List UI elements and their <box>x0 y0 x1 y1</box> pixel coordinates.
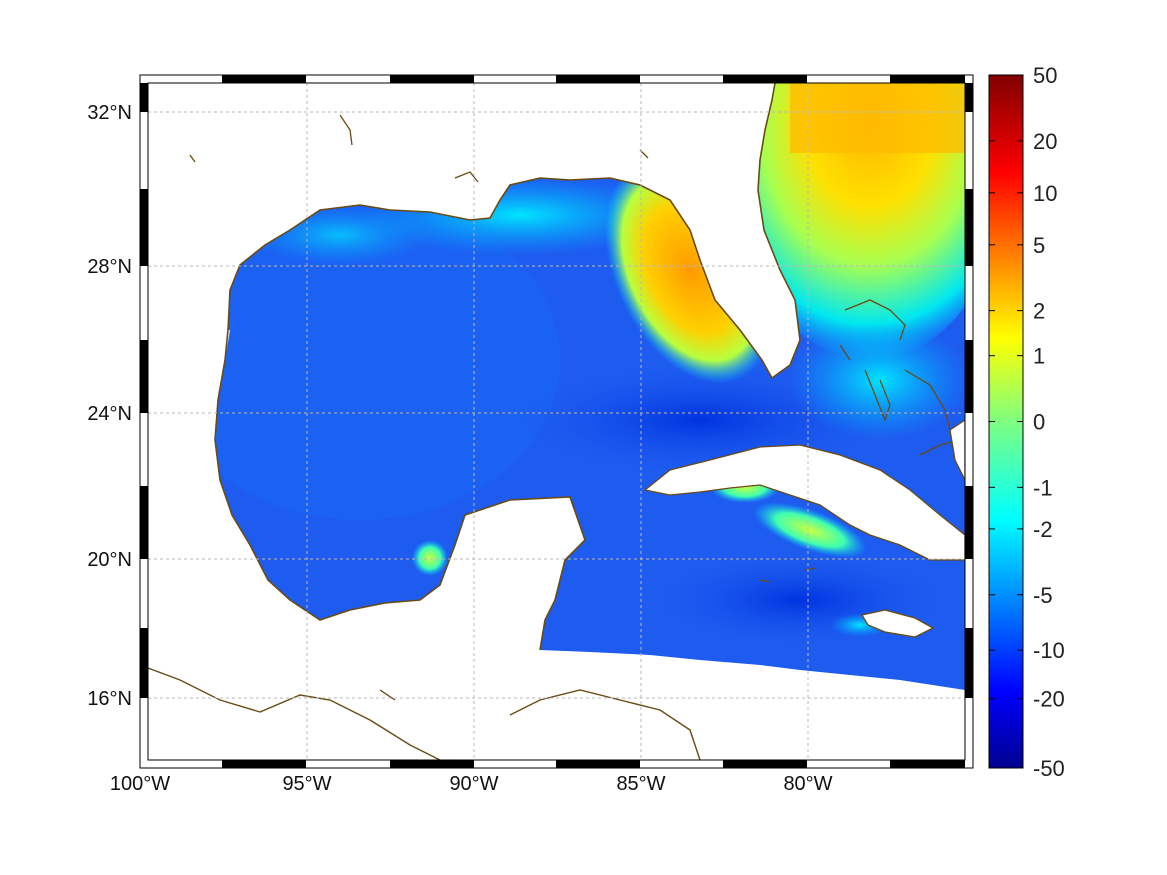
frame-segment <box>390 75 474 83</box>
frame-segment <box>222 760 306 768</box>
field-patch <box>790 83 965 153</box>
frame-segment <box>890 760 965 768</box>
frame-segment <box>390 760 474 768</box>
colorbar-tick-label: 5 <box>1033 233 1045 258</box>
land-cuba <box>643 444 965 561</box>
colorbar-tick-label: -10 <box>1033 638 1065 663</box>
colorbar-tick-label: 50 <box>1033 63 1057 88</box>
frame-segment <box>140 628 148 698</box>
frame-segment <box>965 628 973 698</box>
frame-segment <box>140 83 148 112</box>
colorbar-tick-label: -1 <box>1033 475 1053 500</box>
frame-segment <box>723 760 807 768</box>
frame-segment <box>140 486 148 559</box>
field-patch <box>160 200 560 520</box>
lat-tick-label: 32°N <box>87 102 132 124</box>
frame-segment <box>965 83 973 112</box>
land-bahamas <box>839 299 961 456</box>
frame-segment <box>556 75 640 83</box>
lat-tick-label: 20°N <box>87 549 132 571</box>
colorbar-tick-label: -50 <box>1033 756 1065 781</box>
coastline-central-america <box>148 667 701 760</box>
field-patch <box>753 502 867 558</box>
frame-segment <box>222 75 306 83</box>
frame-segment <box>965 486 973 559</box>
frame-segment <box>965 189 973 266</box>
lon-tick-label: 95°W <box>282 773 331 795</box>
colorbar-tick-label: -20 <box>1033 687 1065 712</box>
land-usa <box>148 83 800 378</box>
frame-segment <box>140 189 148 266</box>
frame-segment <box>965 340 973 413</box>
colorbar-tick-label: -5 <box>1033 583 1053 608</box>
field-patch <box>790 320 965 440</box>
lon-tick-label: 90°W <box>449 773 498 795</box>
frame-segment <box>556 760 640 768</box>
frame-segment <box>140 340 148 413</box>
lat-tick-label: 16°N <box>87 688 132 710</box>
lon-tick-label: 85°W <box>616 773 665 795</box>
colorbar-tick-label: 2 <box>1033 299 1045 324</box>
field-patch <box>412 540 448 576</box>
lat-tick-label: 28°N <box>87 256 132 278</box>
land-hispaniola <box>949 419 965 481</box>
colorbar-tick-label: 1 <box>1033 344 1045 369</box>
lon-tick-labels: 100°W 95°W 90°W 85°W 80°W <box>110 773 833 795</box>
frame-border <box>140 75 973 768</box>
coastline <box>214 83 801 651</box>
graticule <box>148 83 965 760</box>
lat-tick-label: 24°N <box>87 403 132 425</box>
colorbar-tick-label: 10 <box>1033 181 1057 206</box>
colorbar-tick-label: 20 <box>1033 129 1057 154</box>
land-mexico <box>148 330 965 760</box>
colorbar-tick-label: 0 <box>1033 410 1045 435</box>
lat-tick-labels: 32°N 28°N 24°N 20°N 16°N <box>87 102 132 710</box>
frame-segment <box>890 75 965 83</box>
coastline-islands <box>189 114 816 701</box>
lon-tick-label: 80°W <box>783 773 832 795</box>
map-area <box>148 83 965 760</box>
land-jamaica <box>860 609 935 638</box>
colorbar-tick-label: -2 <box>1033 517 1053 542</box>
frame-segment <box>723 75 807 83</box>
lon-tick-label: 100°W <box>110 773 170 795</box>
